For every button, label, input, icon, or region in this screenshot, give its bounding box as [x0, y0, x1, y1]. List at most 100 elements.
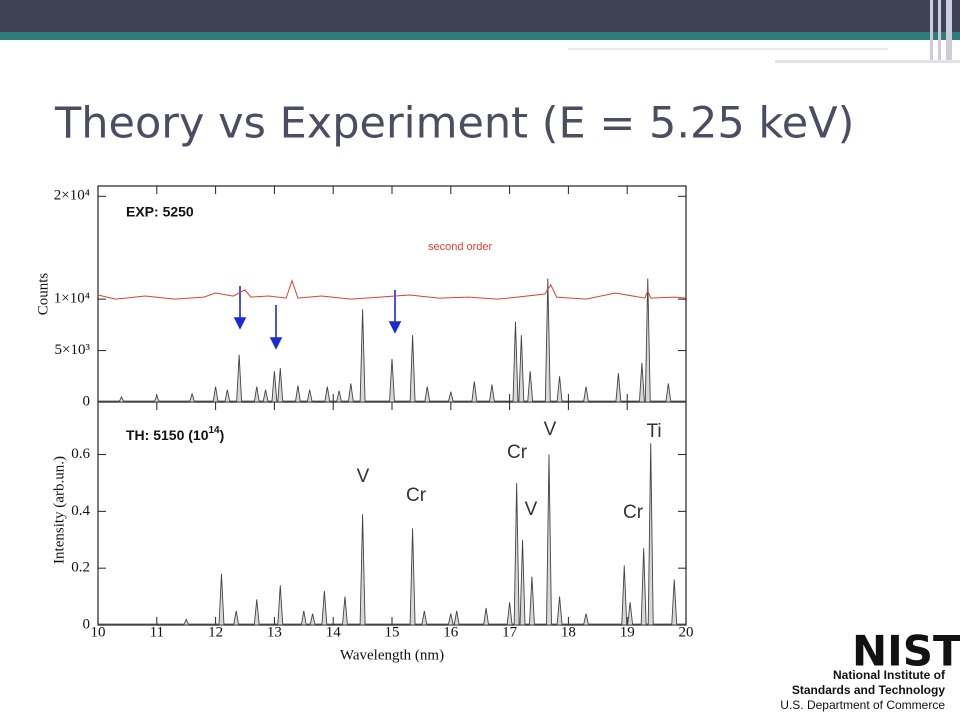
peak — [271, 371, 278, 403]
x-tick-label: 13 — [267, 624, 282, 640]
peak — [188, 392, 196, 403]
x-tick-label: 18 — [561, 624, 576, 640]
peak — [644, 278, 651, 403]
panel-label: TH: 5150 (1014) — [126, 425, 224, 443]
peak — [671, 579, 678, 626]
peak — [513, 482, 520, 626]
x-tick-label: 16 — [443, 624, 459, 640]
peak — [336, 390, 343, 403]
y-axis-label: Intensity (arb.un.) — [51, 456, 67, 564]
logo-line: U.S. Department of Commerce — [780, 698, 945, 712]
annotation: V — [544, 419, 557, 440]
peak — [556, 376, 563, 403]
peak — [424, 386, 431, 403]
peak — [218, 573, 225, 626]
annotation: Cr — [507, 442, 528, 463]
peak — [640, 548, 647, 626]
peak — [512, 321, 519, 403]
peak — [389, 358, 395, 403]
peak — [447, 391, 454, 403]
y-tick-label: 0 — [83, 393, 91, 409]
peak — [294, 385, 301, 403]
peak — [253, 599, 260, 626]
x-tick-label: 15 — [385, 624, 400, 640]
peak — [359, 309, 366, 403]
y-tick-label: 0.2 — [71, 560, 90, 576]
header-line — [568, 48, 888, 50]
peak — [236, 354, 243, 403]
annotation: V — [525, 499, 538, 520]
peak — [309, 613, 316, 626]
x-tick-label: 12 — [208, 624, 223, 640]
peak — [224, 389, 231, 403]
x-tick-label: 10 — [91, 624, 106, 640]
annotation: Cr — [406, 485, 427, 506]
logo-line: Standards and Technology — [792, 683, 945, 697]
logo-mark: NIST — [852, 627, 960, 676]
peak — [341, 596, 348, 626]
peak — [546, 454, 552, 626]
peak — [615, 373, 622, 403]
peak — [253, 386, 260, 403]
panel-label-part: ) — [220, 427, 225, 443]
peak — [321, 590, 328, 626]
peak — [483, 607, 490, 626]
panel-label: EXP: 5250 — [126, 204, 194, 220]
peak — [638, 362, 645, 403]
annotation: V — [357, 466, 370, 487]
annotation: Ti — [646, 421, 661, 442]
peak — [212, 386, 219, 403]
peak — [421, 610, 428, 626]
peak — [582, 613, 590, 626]
peak — [409, 335, 416, 403]
y-tick-label: 0.4 — [71, 503, 90, 519]
slide-title: Theory vs Experiment (E = 5.25 keV) — [54, 99, 854, 149]
peak — [183, 618, 190, 626]
y-tick-label: 5×10³ — [55, 342, 91, 358]
header-stripe — [0, 32, 960, 40]
logo-line: National Institute of — [833, 668, 946, 682]
peak — [665, 383, 672, 403]
y-tick-label: 0.6 — [71, 446, 90, 462]
peak — [556, 596, 563, 626]
y-axis-label: Counts — [35, 273, 51, 316]
header-bar — [0, 0, 960, 32]
panel-label-sup: 14 — [208, 425, 220, 436]
peak — [277, 585, 284, 626]
peak — [300, 610, 307, 626]
peak — [233, 610, 240, 626]
x-tick-label: 11 — [150, 624, 164, 640]
peak — [518, 335, 525, 403]
peak — [621, 565, 628, 626]
peak — [447, 613, 454, 626]
peak — [647, 443, 654, 626]
header-pillars — [930, 0, 952, 60]
peak — [359, 514, 366, 626]
annotation: Cr — [623, 502, 644, 523]
peak — [306, 389, 313, 403]
y-tick-label: 0 — [83, 616, 91, 632]
peak — [118, 395, 125, 403]
peak — [324, 386, 331, 403]
peak — [453, 610, 460, 626]
peak — [277, 368, 284, 403]
peak — [627, 602, 634, 626]
y-tick-label: 1×10⁴ — [54, 291, 90, 307]
peak — [409, 528, 416, 626]
peak — [153, 394, 160, 403]
panel-label-part: TH: 5150 (10 — [126, 427, 209, 443]
y-tick-label: 2×10⁴ — [54, 188, 90, 204]
peak — [527, 371, 534, 403]
x-tick-label: 19 — [620, 624, 635, 640]
x-tick-label: 20 — [679, 624, 694, 640]
peak — [347, 383, 354, 403]
peak — [528, 576, 535, 626]
x-axis-label: Wavelength (nm) — [340, 647, 444, 663]
x-tick-label: 17 — [502, 624, 518, 640]
x-tick-label: 14 — [326, 624, 342, 640]
header-line — [775, 60, 960, 63]
arrows — [233, 286, 402, 350]
peak — [262, 389, 269, 403]
series-label: second order — [428, 241, 493, 253]
line-series — [97, 279, 687, 300]
